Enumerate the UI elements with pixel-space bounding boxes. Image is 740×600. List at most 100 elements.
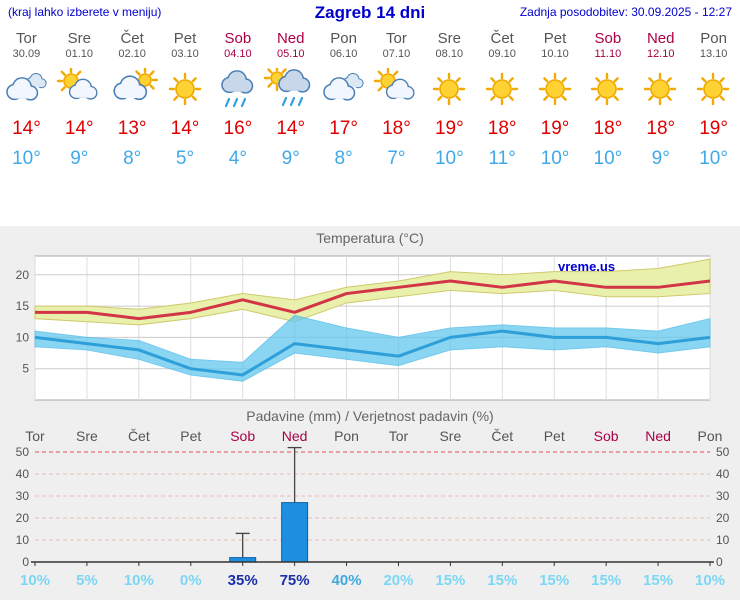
sunny-icon [423,68,476,116]
precip-probability: 15% [643,572,674,589]
sunny-icon [476,68,529,116]
forecast-day[interactable]: Pon 06.10 17° 8° [317,30,370,186]
day-name: Tor [386,30,407,47]
precip-probability: 10% [19,572,51,589]
last-updated: Zadnja posodobitev: 30.09.2025 - 12:27 [519,5,732,19]
sunny-icon [687,68,740,116]
min-temp: 8° [334,148,353,169]
svg-text:30: 30 [716,489,730,503]
min-temp: 5° [175,148,195,169]
precip-day-label: Ned [281,428,308,444]
forecast-day[interactable]: Pet 03.10 14° 5° [159,30,212,186]
min-temp: 7° [387,148,406,169]
min-temp: 8° [123,148,142,169]
mostly-cloudy-icon [106,68,159,116]
min-temp: 9° [70,148,89,169]
precipitation-chart: 0 0 10 10 20 20 30 30 40 40 50 50 [16,445,730,569]
forecast-table: Tor 30.09 14° 10° Sre 01.10 14° 9° Čet 02.10 13° 8°… [0,26,740,186]
max-temp: 14° [276,118,306,139]
svg-text:20: 20 [16,268,30,282]
day-date: 13.10 [699,48,728,60]
day-name: Pet [173,30,197,47]
day-date: 11.10 [594,48,622,60]
day-date: 05.10 [276,48,305,60]
day-name: Pet [543,30,567,47]
precip-day-label: Čet [491,428,514,444]
svg-text:20: 20 [716,511,730,525]
precip-day-label: Sob [230,428,256,444]
min-temp: 10° [434,148,464,169]
forecast-day[interactable]: Tor 30.09 14° 10° [0,30,53,186]
day-name: Sob [594,30,622,47]
sunny-icon [529,68,582,116]
svg-text:10: 10 [16,533,30,547]
forecast-day[interactable]: Sre 08.10 19° 10° [423,30,476,186]
forecast-day[interactable]: Sob 11.10 18° 10° [581,30,634,186]
partly-cloudy-icon [53,68,106,116]
day-date: 08.10 [435,48,464,60]
forecast-day[interactable]: Sre 01.10 14° 9° [53,30,106,186]
forecast-day[interactable]: Pet 10.10 19° 10° [529,30,582,186]
svg-text:5: 5 [22,362,29,376]
header: (kraj lahko izberete v meniju) Zagreb 14… [0,0,740,26]
precipitation-chart-title: Padavine (mm) / Verjetnost padavin (%) [246,408,494,424]
day-date: 09.10 [488,48,516,60]
precip-day-label: Ned [645,428,671,444]
max-temp: 18° [646,118,676,139]
precip-probability: 5% [76,572,98,589]
max-temp: 13° [117,118,147,139]
day-name: Pon [700,30,727,47]
svg-text:10: 10 [16,330,30,344]
precip-day-label: Sob [593,428,619,444]
cloudy-icon [317,68,370,116]
max-temp: 14° [170,118,200,139]
min-temp: 11° [488,148,516,169]
forecast-day[interactable]: Ned 12.10 18° 9° [634,30,687,186]
day-name: Ned [276,30,305,47]
precip-probabilities: 10% 5% 10% 0% 35% 75% 40% 20% 15% 15% 15% 15% 15% 10% [0,570,740,592]
svg-text:40: 40 [16,467,30,481]
max-temp: 19° [434,118,464,139]
precip-day-label: Sre [439,428,462,444]
sunny-icon [634,68,687,116]
precip-day-labels: Tor Sre Čet Pet Sob Ned Pon Tor Sre Čet Pet Sob Ned P… [0,428,740,444]
svg-text:0: 0 [22,555,29,569]
precip-day-label: Pet [543,428,565,444]
forecast-day[interactable]: Čet 02.10 13° 8° [106,30,159,186]
day-name: Tor [16,30,37,47]
forecast-day[interactable]: Pon 13.10 19° 10° [687,30,740,186]
temperature-chart: 5 10 15 20 vreme.us [16,255,711,401]
day-date: 04.10 [224,48,252,60]
precip-probability: 15% [539,572,570,589]
sunny-icon [581,68,634,116]
min-temp: 10° [699,148,728,169]
precip-day-label: Čet [127,428,150,444]
precip-day-label: Tor [388,428,409,444]
day-date: 30.09 [12,48,41,60]
svg-text:20: 20 [16,511,30,525]
forecast-day[interactable]: Sob 04.10 16° 4° [211,30,264,186]
min-temp: 10° [540,148,570,169]
forecast-day[interactable]: Ned 05.10 14° 9° [264,30,317,186]
day-name: Sob [224,30,252,47]
rain-sun-icon [264,68,317,116]
min-temp: 9° [651,148,670,169]
precip-probability: 15% [487,572,518,589]
svg-text:15: 15 [16,299,30,313]
watermark: vreme.us [558,259,615,274]
min-temp: 4° [228,148,247,169]
day-date: 07.10 [382,48,411,60]
day-date: 10.10 [541,48,569,60]
precip-day-label: Tor [25,428,45,444]
max-temp: 14° [64,118,94,139]
max-temp: 14° [12,118,41,139]
precip-day-label: Pon [334,428,359,444]
precip-probability: 15% [435,572,466,589]
forecast-day[interactable]: Tor 07.10 18° 7° [370,30,423,186]
svg-text:0: 0 [716,555,723,569]
day-date: 06.10 [329,48,358,60]
precip-probability: 10% [694,572,726,589]
max-temp: 18° [593,118,623,139]
precip-probability: 35% [227,572,258,589]
forecast-day[interactable]: Čet 09.10 18° 11° [476,30,529,186]
